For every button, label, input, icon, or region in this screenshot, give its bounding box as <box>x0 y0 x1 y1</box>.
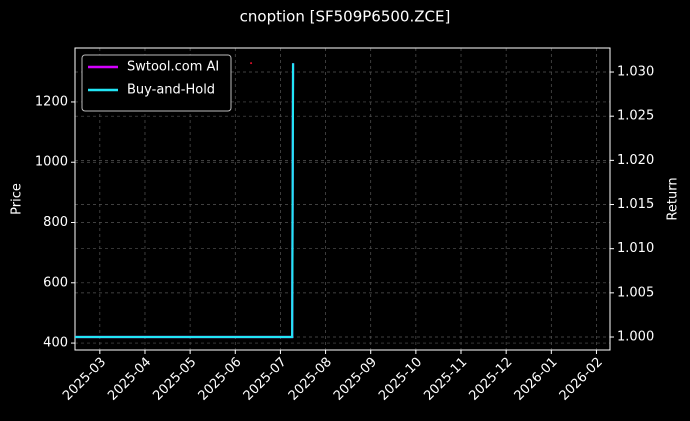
x-tick-label: 2025-09 <box>331 355 380 404</box>
x-tick-label: 2026-01 <box>512 355 561 404</box>
x-tick-label: 2025-07 <box>241 355 290 404</box>
x-tick-label: 2025-05 <box>150 355 199 404</box>
chart-title: cnoption [SF509P6500.ZCE] <box>240 8 451 26</box>
y2-tick-label: 1.015 <box>617 197 654 212</box>
x-tick-label: 2025-04 <box>105 355 154 404</box>
x-tick-label: 2025-08 <box>286 355 335 404</box>
y-tick-label: 1000 <box>35 155 68 170</box>
y2-tick-label: 1.030 <box>617 65 654 80</box>
x-tick-label: 2026-02 <box>557 355 606 404</box>
series-line <box>75 63 295 339</box>
price-point <box>250 62 253 65</box>
y2-axis-label: Return <box>666 177 681 220</box>
x-tick-label: 2025-12 <box>466 355 515 404</box>
x-tick-label: 2025-11 <box>421 355 470 404</box>
y-tick-label: 800 <box>43 215 68 230</box>
legend-label: Swtool.com AI <box>127 60 219 75</box>
y2-tick-label: 1.020 <box>617 153 654 168</box>
legend-box <box>81 54 232 112</box>
x-tick-label: 2025-03 <box>60 355 109 404</box>
y2-tick-label: 1.010 <box>617 241 654 256</box>
y-tick-label: 600 <box>43 275 68 290</box>
plot-frame <box>74 47 611 351</box>
y2-tick-label: 1.025 <box>617 109 654 124</box>
x-tick-label: 2025-06 <box>196 355 245 404</box>
y-tick-label: 400 <box>43 336 68 351</box>
legend-label: Buy-and-Hold <box>127 83 215 98</box>
y-axis-label: Price <box>10 183 25 215</box>
y-tick-label: 1200 <box>35 94 68 109</box>
y2-tick-label: 1.005 <box>617 285 654 300</box>
x-tick-label: 2025-10 <box>376 355 425 404</box>
y2-tick-label: 1.000 <box>617 330 654 345</box>
